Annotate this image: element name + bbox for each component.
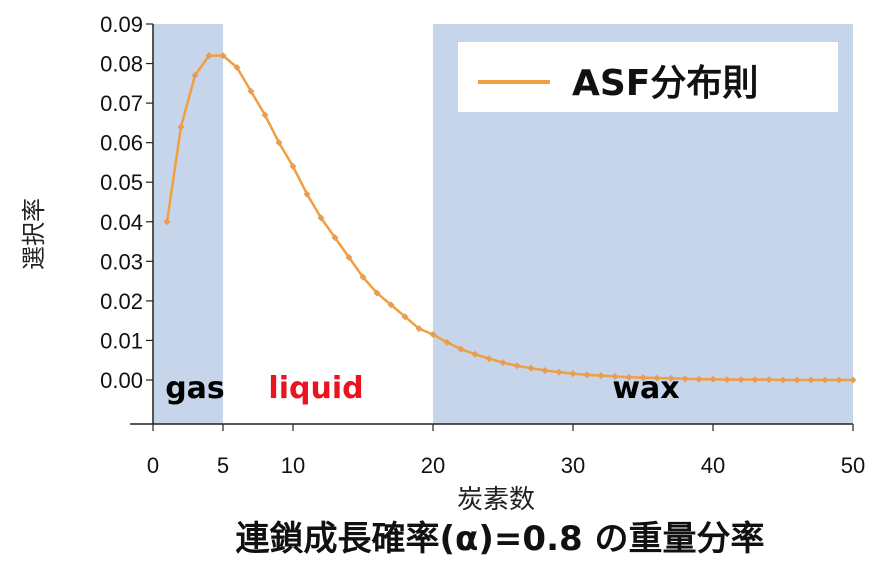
- data-point: [359, 273, 367, 281]
- data-point: [303, 190, 311, 198]
- data-point: [191, 71, 199, 79]
- data-point: [667, 374, 675, 382]
- x-tick-label: 30: [561, 453, 585, 478]
- x-tick-label: 40: [701, 453, 725, 478]
- data-point: [429, 331, 437, 339]
- region-label-wax: wax: [612, 371, 679, 406]
- data-point: [625, 373, 633, 381]
- data-point: [233, 64, 241, 72]
- y-tick-label: 0.03: [100, 249, 143, 274]
- x-axis-label: 炭素数: [457, 485, 535, 515]
- data-point: [569, 370, 577, 378]
- legend-entry-asf: ASF分布則: [572, 63, 758, 104]
- y-tick-label: 0.04: [100, 210, 143, 235]
- data-point: [457, 345, 465, 353]
- data-point: [247, 87, 255, 95]
- data-point: [751, 376, 759, 384]
- y-tick-label: 0.06: [100, 131, 143, 156]
- data-point: [583, 371, 591, 379]
- data-point: [835, 376, 843, 384]
- y-tick-label: 0.02: [100, 289, 143, 314]
- legend: ASF分布則: [458, 42, 838, 112]
- data-point: [541, 367, 549, 375]
- region-label-liquid: liquid: [268, 371, 363, 406]
- data-point: [527, 364, 535, 372]
- x-tick-label: 5: [217, 453, 229, 478]
- y-axis-label: 選択率: [20, 198, 48, 270]
- y-tick-label: 0.00: [100, 368, 143, 393]
- data-point: [807, 376, 815, 384]
- data-point: [373, 289, 381, 297]
- region-label-gas: gas: [165, 371, 225, 406]
- data-point: [779, 376, 787, 384]
- data-point: [723, 376, 731, 384]
- x-tick-label: 10: [281, 453, 305, 478]
- data-point: [261, 111, 269, 119]
- series-layer: [163, 52, 857, 384]
- legend-box: [458, 42, 838, 112]
- data-point: [639, 374, 647, 382]
- data-point: [737, 376, 745, 384]
- data-point: [387, 301, 395, 309]
- data-point: [499, 359, 507, 367]
- data-point: [709, 375, 717, 383]
- data-point: [163, 218, 171, 226]
- data-point: [681, 375, 689, 383]
- data-point: [793, 376, 801, 384]
- data-point: [219, 52, 227, 60]
- data-point: [401, 313, 409, 321]
- data-point: [275, 139, 283, 147]
- data-point: [597, 372, 605, 380]
- data-point: [849, 376, 857, 384]
- x-tick-label: 50: [841, 453, 865, 478]
- x-tick-label: 20: [421, 453, 445, 478]
- data-point: [317, 214, 325, 222]
- chart-title: 連鎖成長確率(α)=0.8 の重量分率: [236, 519, 765, 559]
- data-point: [471, 350, 479, 358]
- data-point: [555, 368, 563, 376]
- data-point: [485, 355, 493, 363]
- data-point: [765, 376, 773, 384]
- data-point: [345, 253, 353, 261]
- data-point: [289, 162, 297, 170]
- y-tick-label: 0.09: [100, 12, 143, 37]
- data-point: [695, 375, 703, 383]
- region-labels-layer: gas liquid wax: [165, 371, 679, 406]
- data-point: [611, 372, 619, 380]
- data-point: [205, 52, 213, 60]
- y-tick-label: 0.08: [100, 52, 143, 77]
- region-gas-shade: [153, 24, 223, 424]
- y-tick-label: 0.05: [100, 170, 143, 195]
- x-tick-label: 0: [147, 453, 159, 478]
- y-tick-label: 0.07: [100, 91, 143, 116]
- axes-layer: 0.00 0.01 0.02 0.03 0.04 0.05 0.06 0.07 0.08 0.09…: [100, 12, 865, 478]
- data-point: [821, 376, 829, 384]
- data-point: [331, 234, 339, 242]
- data-point: [415, 325, 423, 333]
- data-point: [653, 374, 661, 382]
- y-tick-label: 0.01: [100, 328, 143, 353]
- data-point: [177, 123, 185, 131]
- data-point: [513, 362, 521, 370]
- data-point: [443, 338, 451, 346]
